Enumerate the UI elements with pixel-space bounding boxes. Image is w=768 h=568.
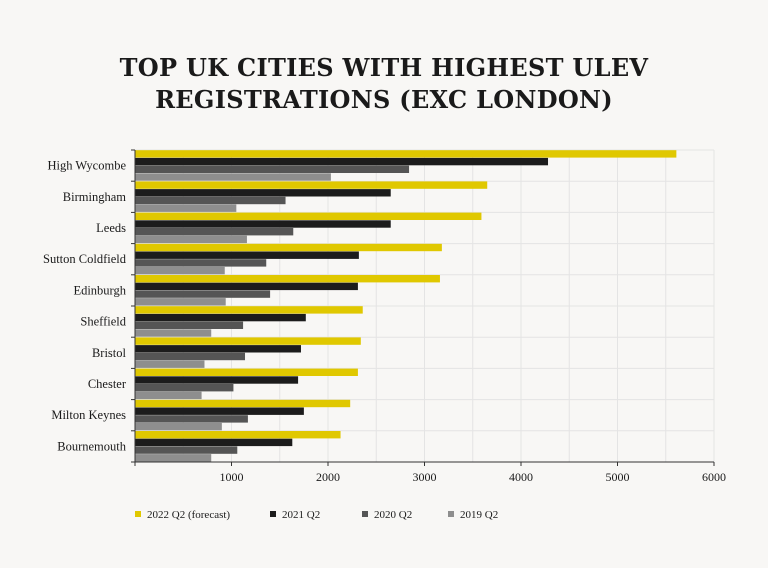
bar bbox=[135, 298, 226, 306]
category-label: Leeds bbox=[96, 221, 126, 235]
category-label: Edinburgh bbox=[73, 283, 126, 297]
bar bbox=[135, 251, 359, 259]
bar bbox=[135, 173, 331, 181]
bar bbox=[135, 399, 351, 408]
bar bbox=[135, 275, 440, 283]
bar bbox=[135, 391, 202, 400]
bar bbox=[135, 454, 212, 462]
bar bbox=[135, 243, 442, 252]
legend-label: 2021 Q2 bbox=[282, 509, 320, 521]
bar bbox=[135, 313, 306, 322]
bar bbox=[135, 150, 677, 158]
bar bbox=[135, 220, 391, 228]
grid-lines bbox=[135, 149, 715, 462]
legend-swatch bbox=[270, 511, 276, 517]
category-label: Chester bbox=[88, 377, 127, 391]
bar bbox=[135, 282, 358, 291]
x-tick-labels: 1000 2000 3000 4000 5000 6000 bbox=[220, 470, 727, 484]
bar bbox=[135, 329, 212, 337]
bar bbox=[135, 204, 237, 212]
bar bbox=[135, 407, 304, 415]
chart-title: TOP UK CITIES WITH HIGHEST ULEV REGISTRA… bbox=[119, 53, 649, 114]
bars-group bbox=[135, 150, 677, 462]
bar bbox=[135, 345, 301, 353]
category-labels: High Wycombe Birmingham Leeds Sutton Coldfi… bbox=[43, 159, 127, 454]
bar bbox=[135, 376, 299, 384]
bar bbox=[135, 352, 246, 361]
bar bbox=[135, 196, 286, 205]
bar bbox=[135, 189, 391, 197]
legend-swatch bbox=[362, 511, 368, 517]
x-tick-label: 4000 bbox=[509, 470, 533, 484]
category-label: High Wycombe bbox=[47, 159, 126, 173]
bar bbox=[135, 266, 225, 275]
bar bbox=[135, 259, 267, 267]
x-tick-label: 3000 bbox=[413, 470, 437, 484]
x-tick-label: 1000 bbox=[220, 470, 244, 484]
bar bbox=[135, 438, 293, 447]
category-label: Birmingham bbox=[63, 190, 126, 204]
legend-swatch bbox=[135, 511, 141, 517]
bar bbox=[135, 212, 482, 220]
category-label: Bournemouth bbox=[57, 439, 126, 453]
legend-swatch bbox=[448, 511, 454, 517]
bar bbox=[135, 337, 361, 345]
bar bbox=[135, 360, 205, 368]
bar bbox=[135, 290, 271, 298]
bar bbox=[135, 228, 294, 236]
bar bbox=[135, 235, 247, 244]
bar bbox=[135, 422, 222, 431]
category-label: Sheffield bbox=[80, 315, 126, 329]
legend-label: 2020 Q2 bbox=[374, 509, 412, 521]
category-label: Sutton Coldfield bbox=[43, 252, 127, 266]
x-tick-label: 5000 bbox=[606, 470, 630, 484]
legend: 2022 Q2 (forecast) 2021 Q2 2020 Q2 2019 Q2 bbox=[135, 509, 498, 521]
bar bbox=[135, 157, 549, 166]
category-label: Milton Keynes bbox=[51, 408, 126, 422]
bar bbox=[135, 415, 248, 423]
bar bbox=[135, 446, 238, 454]
category-label: Bristol bbox=[92, 346, 127, 360]
bar bbox=[135, 306, 363, 314]
axes bbox=[131, 149, 715, 466]
bar bbox=[135, 368, 358, 376]
legend-label: 2022 Q2 (forecast) bbox=[147, 509, 230, 521]
bar bbox=[135, 321, 244, 329]
bar bbox=[135, 431, 341, 439]
x-tick-label: 2000 bbox=[316, 470, 340, 484]
bar bbox=[135, 181, 488, 189]
bar bbox=[135, 165, 410, 173]
x-tick-label: 6000 bbox=[702, 470, 726, 484]
bar bbox=[135, 384, 234, 392]
legend-label: 2019 Q2 bbox=[460, 509, 498, 521]
